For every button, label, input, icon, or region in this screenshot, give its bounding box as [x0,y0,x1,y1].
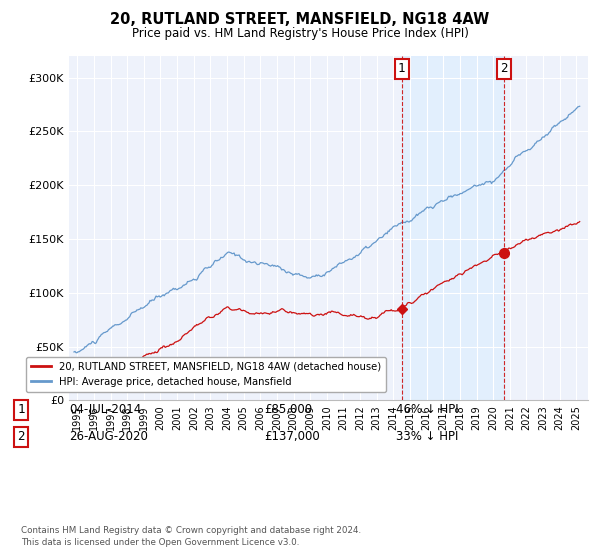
Text: £85,000: £85,000 [264,403,312,417]
Legend: 20, RUTLAND STREET, MANSFIELD, NG18 4AW (detached house), HPI: Average price, de: 20, RUTLAND STREET, MANSFIELD, NG18 4AW … [26,357,386,392]
Text: 1: 1 [398,62,406,76]
Text: 46% ↓ HPI: 46% ↓ HPI [396,403,458,417]
Text: 2: 2 [17,430,25,444]
Text: 26-AUG-2020: 26-AUG-2020 [69,430,148,444]
Text: 2: 2 [500,62,508,76]
Text: 04-JUL-2014: 04-JUL-2014 [69,403,141,417]
Text: £137,000: £137,000 [264,430,320,444]
Text: Contains HM Land Registry data © Crown copyright and database right 2024.
This d: Contains HM Land Registry data © Crown c… [21,526,361,547]
Text: 20, RUTLAND STREET, MANSFIELD, NG18 4AW: 20, RUTLAND STREET, MANSFIELD, NG18 4AW [110,12,490,27]
Text: 33% ↓ HPI: 33% ↓ HPI [396,430,458,444]
Text: Price paid vs. HM Land Registry's House Price Index (HPI): Price paid vs. HM Land Registry's House … [131,27,469,40]
Text: 1: 1 [17,403,25,417]
Bar [401,56,504,400]
